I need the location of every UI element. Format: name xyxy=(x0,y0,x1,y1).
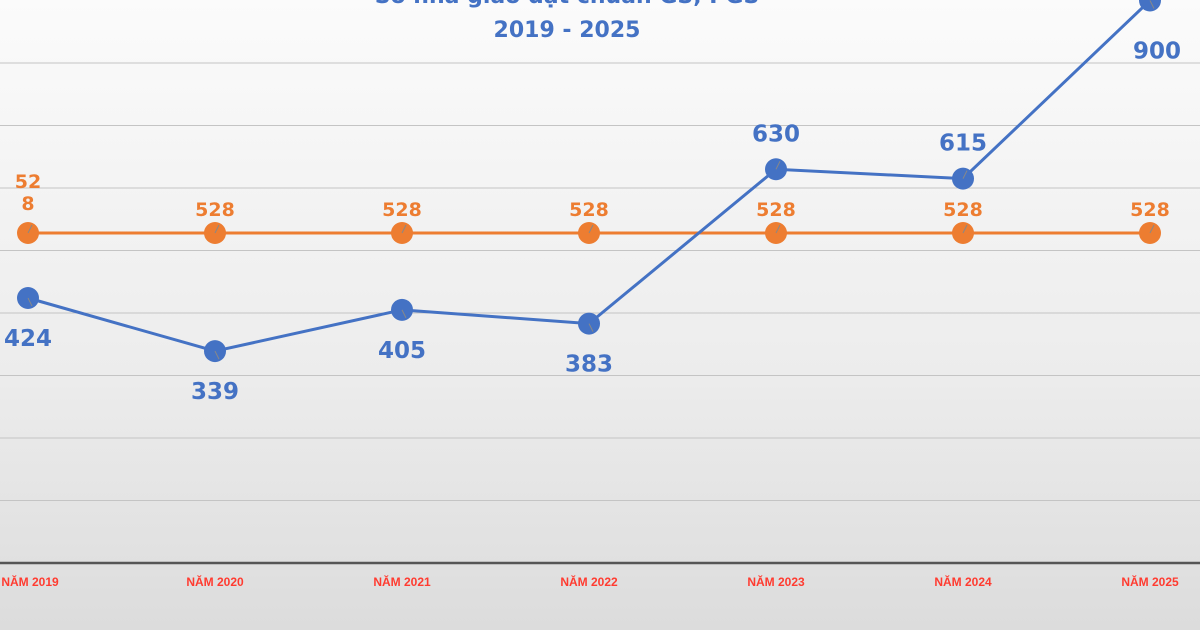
leader-line xyxy=(962,170,968,179)
data-label: 528 xyxy=(569,199,609,221)
leader-line xyxy=(214,350,220,360)
leader-line xyxy=(775,224,781,234)
leader-line xyxy=(1149,224,1155,234)
data-label: 424 xyxy=(4,326,52,352)
data-label: 383 xyxy=(565,352,613,378)
x-tick-label: NĂM 2024 xyxy=(934,574,992,589)
data-label: 615 xyxy=(939,131,987,157)
leader-line xyxy=(588,224,594,234)
leader-line xyxy=(588,323,594,332)
data-label: 528 xyxy=(943,199,983,221)
data-label: 528 xyxy=(195,199,235,221)
data-label: 900 xyxy=(1133,39,1181,65)
data-label: 52 xyxy=(15,171,41,193)
leader-line xyxy=(962,224,968,234)
x-tick-label: NĂM 2022 xyxy=(560,574,618,589)
x-tick-label: NĂM 2019 xyxy=(1,574,59,589)
data-label: 405 xyxy=(378,338,426,364)
leader-line xyxy=(27,297,33,307)
leader-line xyxy=(775,161,781,170)
data-label: 630 xyxy=(752,121,800,147)
data-label: 528 xyxy=(382,199,422,221)
x-tick-label: NĂM 2023 xyxy=(747,574,805,589)
data-label: 8 xyxy=(21,193,34,215)
chart-subtitle: 2019 - 2025 xyxy=(493,18,641,43)
data-label: 528 xyxy=(1130,199,1170,221)
leader-line xyxy=(1149,0,1155,9)
leader-line xyxy=(214,224,220,234)
leader-line xyxy=(401,309,407,319)
x-tick-label: NĂM 2025 xyxy=(1121,574,1179,589)
leader-line xyxy=(401,224,407,234)
x-tick-label: NĂM 2021 xyxy=(373,574,431,589)
data-point xyxy=(1139,0,1161,12)
data-label: 528 xyxy=(756,199,796,221)
chart-title: Số nhà giáo đạt chuẩn GS, PGS xyxy=(0,0,1134,9)
leader-line xyxy=(27,224,33,234)
x-tick-label: NĂM 2020 xyxy=(186,574,244,589)
series-line xyxy=(27,0,1152,353)
data-label: 339 xyxy=(191,379,239,405)
